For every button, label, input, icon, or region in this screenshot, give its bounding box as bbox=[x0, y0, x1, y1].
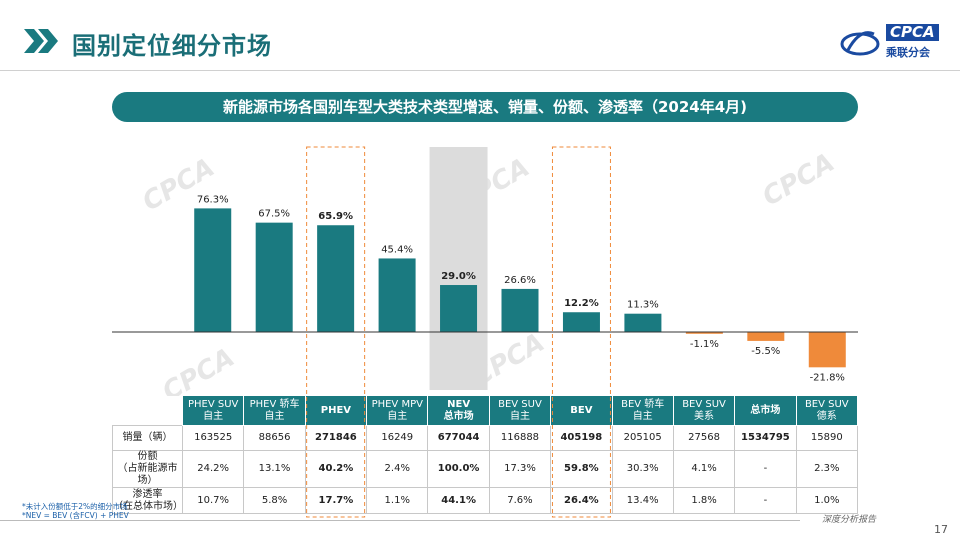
footer-tag: 深度分析报告 bbox=[822, 515, 877, 525]
table-cell: 405198 bbox=[550, 425, 613, 451]
table-cell: 7.6% bbox=[488, 487, 552, 514]
footnote: *NEV = BEV (含FCV) + PHEV bbox=[22, 511, 129, 520]
table-cell: 1.0% bbox=[795, 487, 859, 514]
data-label: 65.9% bbox=[318, 211, 353, 222]
bar bbox=[317, 225, 355, 332]
page-title: 国别定位细分市场 bbox=[72, 32, 272, 60]
table-cell: 44.1% bbox=[427, 487, 490, 514]
bar bbox=[378, 258, 416, 332]
table-cell: 677044 bbox=[427, 425, 490, 451]
table-header-row: PHEV SUV 自主 PHEV 轿车 自主 PHEV PHEV MPV 自主 NEV 总市场 B… bbox=[112, 395, 859, 426]
data-label: 26.6% bbox=[504, 275, 536, 286]
header-divider bbox=[0, 70, 960, 71]
column-header: PHEV MPV 自主 bbox=[366, 395, 429, 426]
table-cell: 13.4% bbox=[611, 487, 674, 514]
footer-divider bbox=[0, 520, 800, 521]
table-cell: 17.7% bbox=[304, 487, 368, 514]
table-cell: 30.3% bbox=[611, 450, 674, 488]
column-header: BEV SUV 德系 bbox=[795, 395, 859, 426]
table-row: 渗透率 （在总体市场） 10.7% 5.8% 17.7% 1.1% 44.1% 7.6% 26.… bbox=[112, 487, 859, 514]
table-cell: 17.3% bbox=[488, 450, 552, 488]
row-header: 销量（辆） bbox=[112, 425, 183, 451]
footnote: *未计入份额低于2%的细分市场 bbox=[22, 502, 128, 511]
dashed-highlight bbox=[551, 146, 611, 518]
table-cell: 205105 bbox=[611, 425, 674, 451]
dashed-highlight bbox=[306, 146, 366, 518]
bar bbox=[624, 313, 662, 332]
bar bbox=[685, 332, 723, 334]
table-cell: 1534795 bbox=[734, 425, 797, 451]
column-header: 总市场 bbox=[734, 395, 797, 426]
table-cell: 59.8% bbox=[550, 450, 613, 488]
table-cell: - bbox=[734, 487, 797, 514]
table-cell: 2.3% bbox=[795, 450, 859, 488]
column-header: BEV SUV 美系 bbox=[672, 395, 736, 426]
row-header: 渗透率 （在总体市场） bbox=[112, 487, 183, 514]
data-table: PHEV SUV 自主 PHEV 轿车 自主 PHEV PHEV MPV 自主 NEV 总市场 B… bbox=[112, 395, 859, 514]
chart-banner-title: 新能源市场各国别车型大类技术类型增速、销量、份额、渗透率（2024年4月) bbox=[112, 92, 858, 122]
column-header: BEV SUV 自主 bbox=[488, 395, 552, 426]
table-cell: 2.4% bbox=[366, 450, 429, 488]
column-header: PHEV SUV 自主 bbox=[181, 395, 245, 426]
data-label: -5.5% bbox=[751, 346, 780, 357]
column-header: PHEV bbox=[304, 395, 368, 426]
logo-text: CPCA bbox=[886, 24, 939, 41]
bar bbox=[440, 285, 478, 332]
page-number: 17 bbox=[934, 523, 948, 536]
table-cell: 26.4% bbox=[550, 487, 613, 514]
table-cell: 4.1% bbox=[672, 450, 736, 488]
column-header: BEV bbox=[550, 395, 613, 426]
table-cell: 100.0% bbox=[427, 450, 490, 488]
data-label: 29.0% bbox=[441, 271, 476, 282]
data-label: 45.4% bbox=[381, 244, 413, 255]
cpca-logo-icon bbox=[840, 31, 880, 56]
column-header: BEV 轿车 自主 bbox=[611, 395, 674, 426]
table-cell: 88656 bbox=[243, 425, 306, 451]
data-label: 12.2% bbox=[564, 298, 599, 309]
table-cell: 10.7% bbox=[181, 487, 245, 514]
bar bbox=[255, 222, 293, 332]
row-header: 份额 （占新能源市场） bbox=[112, 450, 183, 488]
data-label: -21.8% bbox=[810, 372, 845, 383]
logo-subtitle: 乘联分会 bbox=[886, 46, 930, 59]
table-cell: 1.1% bbox=[366, 487, 429, 514]
table-cell: - bbox=[734, 450, 797, 488]
table-corner bbox=[112, 395, 183, 426]
data-label: 11.3% bbox=[627, 300, 659, 311]
bar bbox=[194, 208, 232, 332]
table-cell: 27568 bbox=[672, 425, 736, 451]
column-header: NEV 总市场 bbox=[427, 395, 490, 426]
table-cell: 1.8% bbox=[672, 487, 736, 514]
table-row: 份额 （占新能源市场） 24.2% 13.1% 40.2% 2.4% 100.0% 17.3%… bbox=[112, 450, 859, 488]
highlight-box bbox=[429, 147, 488, 390]
table-cell: 24.2% bbox=[181, 450, 245, 488]
bar bbox=[747, 332, 785, 341]
table-cell: 116888 bbox=[488, 425, 552, 451]
table-row: 销量（辆） 163525 88656 271846 16249 677044 116888 4… bbox=[112, 425, 859, 451]
data-label: 67.5% bbox=[258, 209, 290, 220]
data-label: 76.3% bbox=[197, 194, 229, 205]
column-header: PHEV 轿车 自主 bbox=[243, 395, 306, 426]
table-cell: 40.2% bbox=[304, 450, 368, 488]
table-cell: 5.8% bbox=[243, 487, 306, 514]
data-label: -1.1% bbox=[690, 339, 719, 350]
table-cell: 15890 bbox=[795, 425, 859, 451]
bar bbox=[562, 312, 600, 332]
growth-bar-chart: 76.3% 67.5% 65.9% 45.4% 29.0% 26.6% 12.2% 11.3%… bbox=[112, 146, 858, 518]
bar bbox=[808, 332, 846, 368]
table-cell: 163525 bbox=[181, 425, 245, 451]
title-chevron-icon bbox=[24, 29, 58, 53]
table-cell: 271846 bbox=[304, 425, 368, 451]
table-cell: 16249 bbox=[366, 425, 429, 451]
table-cell: 13.1% bbox=[243, 450, 306, 488]
bar bbox=[501, 288, 539, 332]
